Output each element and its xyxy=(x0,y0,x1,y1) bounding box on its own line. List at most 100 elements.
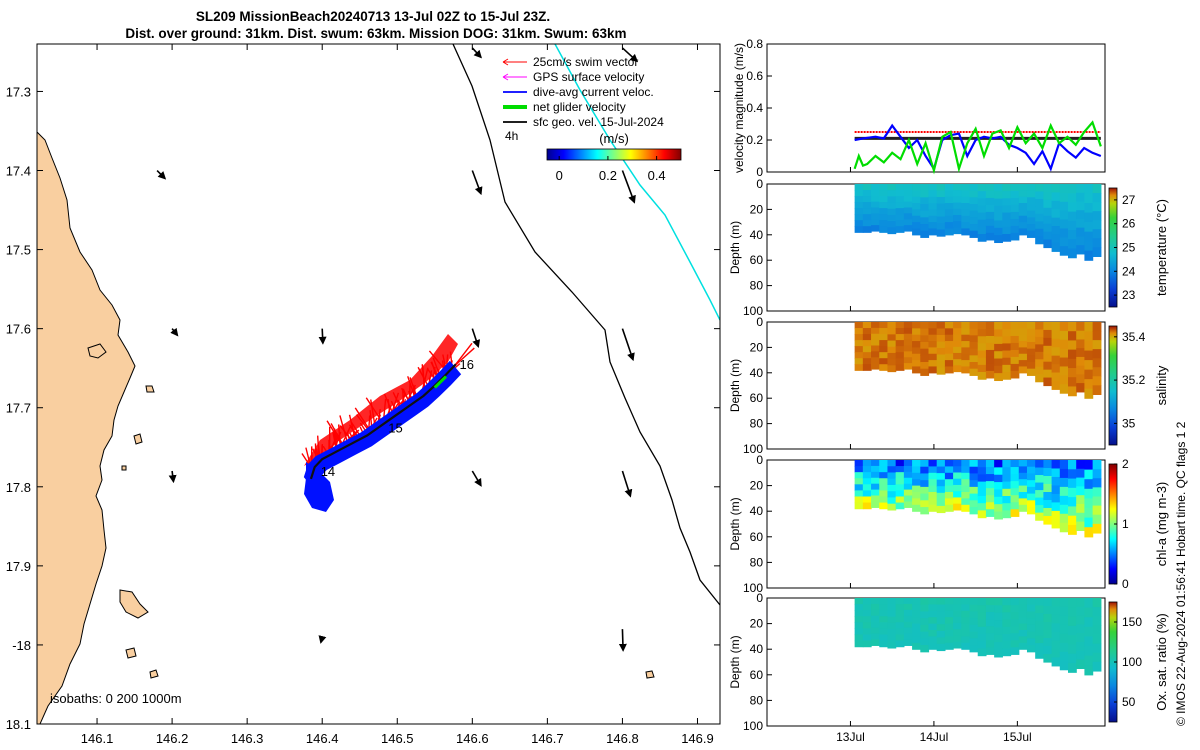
section-cell xyxy=(1026,322,1036,330)
section-cell xyxy=(1068,616,1077,627)
section-cell xyxy=(862,202,872,209)
y-tick-label: 20 xyxy=(750,202,764,216)
y-tick-label: 60 xyxy=(750,391,764,405)
section-cell xyxy=(969,335,979,343)
section-cell xyxy=(854,496,864,504)
section-cell xyxy=(1051,519,1061,529)
section-cell xyxy=(1018,472,1028,480)
section-cell xyxy=(994,235,1003,244)
section-cell xyxy=(879,640,889,648)
section-cell xyxy=(1026,611,1036,619)
section-cell xyxy=(887,190,897,197)
section-cell xyxy=(1002,322,1012,330)
section-cell xyxy=(953,322,962,329)
section-cell xyxy=(1076,322,1086,332)
section-cell xyxy=(994,205,1003,214)
section-cell xyxy=(862,616,872,623)
section-cell xyxy=(1018,215,1028,223)
section-cell xyxy=(1043,516,1053,525)
section-cell xyxy=(969,480,979,488)
section-cell xyxy=(887,635,897,643)
y-tick-label: 0.8 xyxy=(746,37,763,51)
section-cell xyxy=(871,207,880,214)
section-cell xyxy=(879,208,889,215)
section-cell xyxy=(895,322,905,329)
figure-title-line-1: SL209 MissionBeach20240713 13-Jul 02Z to… xyxy=(195,9,551,24)
section-cell xyxy=(953,472,962,480)
section-cell xyxy=(920,204,930,212)
section-cell xyxy=(903,639,913,646)
section-cell xyxy=(1084,350,1094,361)
temperature-section-panel: 0 20 40 60 80 100 Depth (m) 27 26 25 24 23 temperatu… xyxy=(728,177,1169,318)
section-cell xyxy=(1076,356,1086,367)
section-cell xyxy=(969,493,979,501)
section-cell xyxy=(1084,527,1094,538)
section-cell xyxy=(854,622,864,629)
section-cell xyxy=(994,598,1003,606)
section-cell xyxy=(936,466,946,474)
section-cell xyxy=(1068,239,1077,250)
section-cell xyxy=(1051,347,1061,357)
section-cell xyxy=(1084,231,1094,242)
section-cell xyxy=(895,214,905,221)
section-cell xyxy=(895,490,905,498)
section-cell xyxy=(944,209,954,217)
y-tick-label: 20 xyxy=(750,617,764,631)
section-cell xyxy=(879,634,889,642)
geo-velocity-arrow xyxy=(471,170,483,196)
section-cell xyxy=(1002,372,1012,380)
section-cell xyxy=(862,208,872,215)
section-cell xyxy=(887,322,897,329)
section-cell xyxy=(944,630,954,637)
section-cell xyxy=(895,220,905,227)
section-cell xyxy=(912,460,921,467)
colorbar-label: Ox. sat. ratio (%) xyxy=(1154,613,1169,711)
geo-velocity-arrow xyxy=(471,328,481,348)
section-cell xyxy=(994,496,1003,505)
section-cell xyxy=(1059,486,1069,497)
section-cell xyxy=(854,610,864,617)
section-cell xyxy=(1084,203,1094,214)
section-cell xyxy=(879,490,889,498)
section-cell xyxy=(928,504,938,512)
section-cell xyxy=(895,460,905,467)
section-cell xyxy=(1092,211,1102,221)
section-cell xyxy=(1059,477,1069,488)
section-cell xyxy=(953,340,962,348)
section-cell xyxy=(1068,515,1077,526)
section-cell xyxy=(969,631,979,639)
section-cell xyxy=(953,202,962,210)
section-cell xyxy=(969,210,979,218)
section-cell xyxy=(903,615,913,623)
section-cell xyxy=(1018,604,1028,612)
section-cell xyxy=(1002,510,1012,519)
section-cell xyxy=(928,642,938,650)
section-cell xyxy=(1010,211,1020,220)
section-cell xyxy=(1051,510,1061,520)
section-cell xyxy=(1043,377,1053,387)
section-cell xyxy=(1084,388,1094,399)
section-cell xyxy=(977,343,987,352)
section-cell xyxy=(1043,207,1053,217)
section-cell xyxy=(1059,642,1069,653)
section-cell xyxy=(985,605,995,613)
section-cell xyxy=(1092,385,1102,395)
section-cell xyxy=(1035,505,1044,514)
section-cell xyxy=(871,333,880,341)
section-cell xyxy=(1059,598,1069,608)
section-cell xyxy=(928,341,938,348)
section-cell xyxy=(1035,628,1044,637)
section-cell xyxy=(936,460,946,468)
salinity-section-panel: 0 20 40 60 80 100 Depth (m) 35.4 35.2 35 salinity xyxy=(728,315,1169,456)
section-cell xyxy=(1010,225,1020,234)
section-cell xyxy=(1035,351,1044,360)
section-cell xyxy=(944,341,954,348)
section-cell xyxy=(912,347,921,355)
section-cell xyxy=(953,610,962,618)
section-cell xyxy=(1084,341,1094,352)
section-cell xyxy=(895,634,905,642)
section-cell xyxy=(920,224,930,232)
section-cell xyxy=(994,191,1003,200)
geo-velocity-arrow xyxy=(621,470,633,498)
x-tick-label: 146.5 xyxy=(381,731,414,746)
